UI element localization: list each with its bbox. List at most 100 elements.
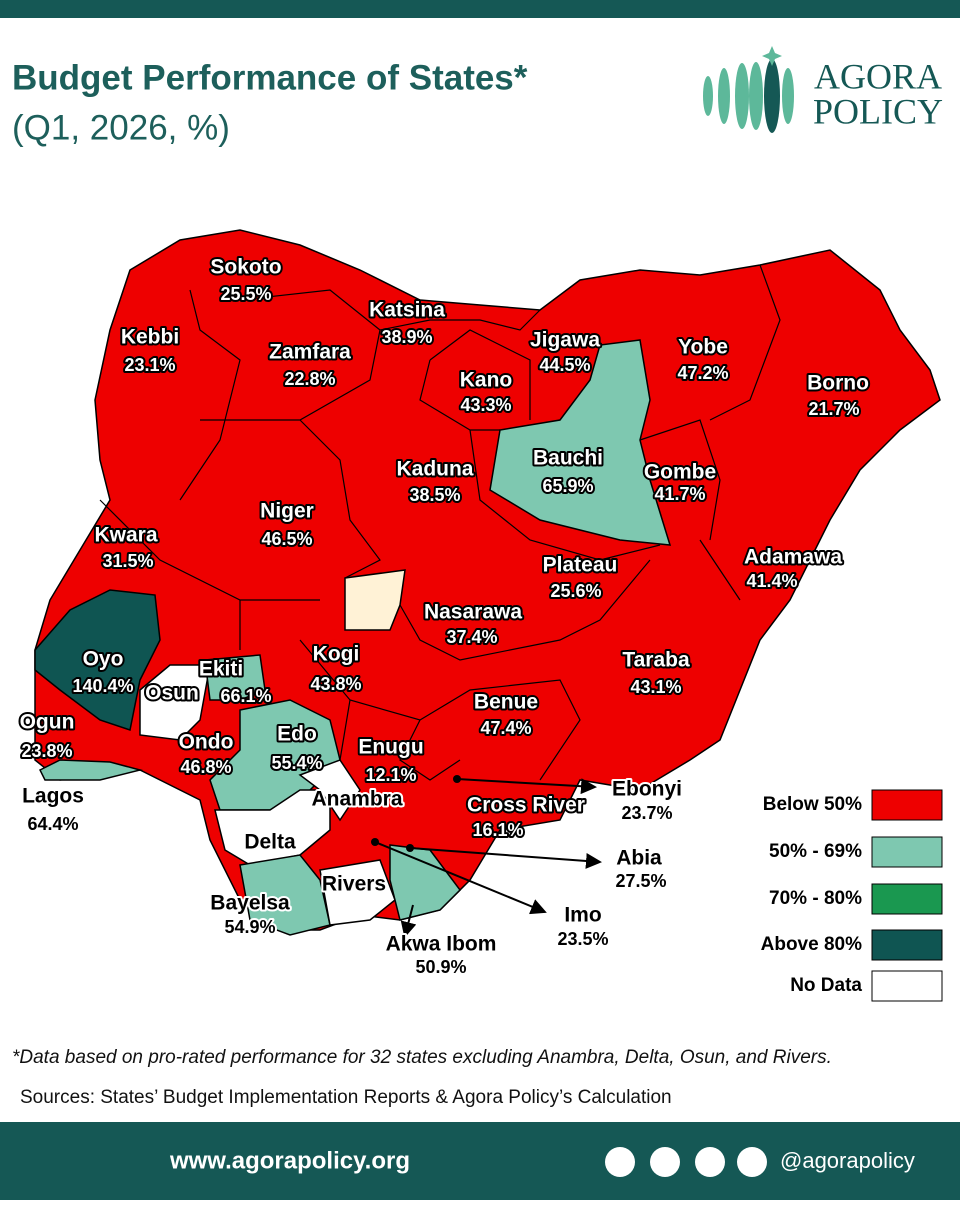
state-name: Kaduna bbox=[396, 458, 473, 481]
state-region bbox=[34, 589, 161, 731]
legend-label: 70% - 80% bbox=[769, 888, 862, 909]
state-name: Kogi bbox=[313, 643, 360, 666]
legend-swatch bbox=[871, 836, 943, 868]
state-name: Taraba bbox=[622, 649, 690, 672]
state-name: Osun bbox=[145, 682, 199, 705]
state-value: 43.8% bbox=[310, 674, 361, 694]
state-value: 46.5% bbox=[261, 529, 312, 549]
state-name: Ebonyi bbox=[612, 778, 682, 801]
state-value: 50.9% bbox=[415, 957, 466, 977]
state-name: Yobe bbox=[678, 336, 728, 359]
state-name: Rivers bbox=[322, 873, 386, 896]
state-name: Gombe bbox=[644, 461, 716, 484]
state-name: Anambra bbox=[311, 788, 402, 811]
legend-label: Above 80% bbox=[761, 934, 862, 955]
state-value: 23.1% bbox=[124, 355, 175, 375]
state-value: 41.4% bbox=[746, 571, 797, 591]
state-value: 37.4% bbox=[446, 627, 497, 647]
state-region bbox=[38, 759, 143, 781]
footer-url[interactable]: www.agorapolicy.org bbox=[169, 1147, 410, 1174]
title: Budget Performance of States* bbox=[12, 58, 528, 97]
state-value: 46.8% bbox=[180, 757, 231, 777]
state-name: Delta bbox=[244, 831, 296, 854]
state-value: 23.8% bbox=[21, 741, 72, 761]
legend-label: 50% - 69% bbox=[769, 841, 862, 862]
top-bar bbox=[0, 0, 960, 18]
state-value: 41.7% bbox=[654, 484, 705, 504]
fct bbox=[344, 569, 406, 631]
state-labels: Sokoto 25.5% Kebbi 23.1% Zamfara 22.8% Katsina… bbox=[18, 254, 871, 979]
legend-swatch bbox=[871, 789, 943, 821]
state-name: Kwara bbox=[94, 524, 157, 547]
state-value: 23.5% bbox=[557, 929, 608, 949]
state-value: 27.5% bbox=[615, 871, 666, 891]
state-value: 43.3% bbox=[460, 395, 511, 415]
state-name: Imo bbox=[564, 904, 601, 927]
state-name: Enugu bbox=[358, 736, 423, 759]
legend-swatch bbox=[871, 929, 943, 961]
state-value: 64.4% bbox=[27, 814, 78, 834]
state-name: Bauchi bbox=[533, 447, 603, 470]
arrows bbox=[374, 778, 602, 938]
state-value: 38.5% bbox=[409, 485, 460, 505]
state-name: Nasarawa bbox=[424, 601, 522, 624]
state-value: 25.6% bbox=[550, 581, 601, 601]
legend: Below 50% 50% - 69% 70% - 80% Above 80% No D… bbox=[761, 789, 943, 1002]
state-region bbox=[214, 789, 331, 866]
state-value: 43.1% bbox=[630, 677, 681, 697]
state-region bbox=[489, 339, 672, 546]
state-name: Bayelsa bbox=[210, 892, 290, 915]
state-name: Ondo bbox=[179, 731, 234, 754]
state-value: 21.7% bbox=[808, 399, 859, 419]
state-region bbox=[298, 759, 361, 822]
state-value: 47.4% bbox=[480, 718, 531, 738]
state-name: Abia bbox=[616, 847, 662, 870]
legend-label: Below 50% bbox=[763, 794, 862, 815]
state-value: 140.4% bbox=[72, 676, 133, 696]
footer-handle[interactable]: @agorapolicy bbox=[780, 1148, 915, 1173]
state-region bbox=[204, 654, 266, 701]
state-value: 66.1% bbox=[220, 686, 271, 706]
legend-swatch bbox=[871, 970, 943, 1002]
state-name: Kano bbox=[460, 369, 513, 392]
footer-bar bbox=[0, 1122, 960, 1200]
state-value: 44.5% bbox=[539, 355, 590, 375]
map bbox=[34, 229, 941, 936]
legend-swatch bbox=[871, 883, 943, 915]
logo bbox=[703, 46, 794, 133]
state-value: 38.9% bbox=[381, 327, 432, 347]
state-name: Kebbi bbox=[121, 326, 179, 349]
state-name: Niger bbox=[260, 500, 314, 523]
logo-text: POLICY bbox=[813, 91, 943, 131]
state-name: Oyo bbox=[83, 648, 124, 671]
state-name: Jigawa bbox=[530, 329, 600, 352]
arrow-dots bbox=[371, 775, 461, 852]
sources: Sources: States’ Budget Implementation R… bbox=[20, 1087, 672, 1108]
state-region bbox=[319, 859, 396, 926]
state-name: Katsina bbox=[369, 299, 445, 322]
state-name: Sokoto bbox=[210, 256, 281, 279]
state-name: Akwa Ibom bbox=[386, 933, 497, 956]
state-name: Plateau bbox=[543, 554, 618, 577]
legend-label: No Data bbox=[790, 975, 862, 996]
state-name: Cross River bbox=[467, 794, 585, 817]
state-value: 25.5% bbox=[220, 284, 271, 304]
subtitle: (Q1, 2026, %) bbox=[12, 108, 230, 147]
logo-text: AGORA bbox=[814, 56, 942, 96]
state-name: Benue bbox=[474, 691, 538, 714]
state-name: Edo bbox=[277, 723, 317, 746]
state-name: Zamfara bbox=[269, 341, 351, 364]
state-value: 12.1% bbox=[365, 765, 416, 785]
state-name: Ekiti bbox=[199, 658, 243, 681]
state-borders bbox=[99, 264, 781, 781]
state-value: 16.1% bbox=[472, 820, 523, 840]
state-name: Adamawa bbox=[744, 546, 842, 569]
state-value: 55.4% bbox=[271, 753, 322, 773]
state-value: 31.5% bbox=[102, 551, 153, 571]
state-value: 22.8% bbox=[284, 369, 335, 389]
social-icons[interactable] bbox=[605, 1147, 767, 1177]
state-value: 47.2% bbox=[677, 363, 728, 383]
state-name: Borno bbox=[807, 372, 869, 395]
state-value: 54.9% bbox=[224, 917, 275, 937]
